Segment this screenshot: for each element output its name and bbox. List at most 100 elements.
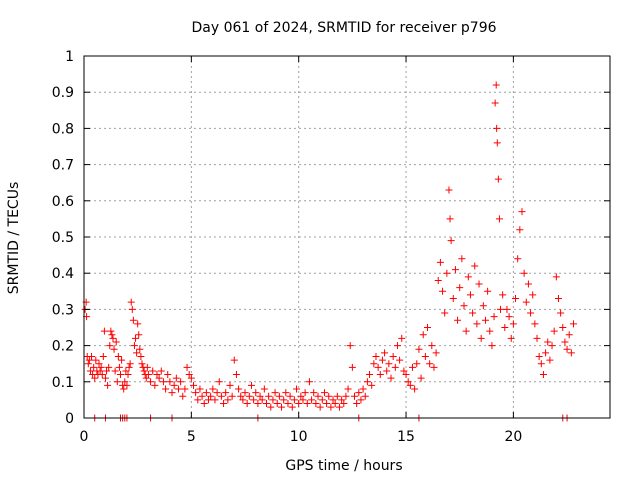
data-point <box>402 371 410 379</box>
data-point <box>305 378 313 386</box>
data-point <box>293 385 301 393</box>
data-point <box>115 363 123 371</box>
data-point <box>137 352 145 360</box>
data-point <box>507 334 515 342</box>
data-point <box>168 389 176 397</box>
data-point <box>471 262 479 270</box>
data-point <box>151 381 159 389</box>
data-point <box>250 396 258 404</box>
data-point <box>469 309 477 317</box>
data-point <box>505 313 513 321</box>
data-point <box>245 392 253 400</box>
y-tick-label: 0.9 <box>52 85 74 101</box>
data-point <box>288 403 296 411</box>
data-point <box>153 371 161 379</box>
data-point <box>189 381 197 389</box>
data-point <box>524 280 532 288</box>
data-point <box>108 331 116 339</box>
data-point <box>400 367 408 375</box>
data-point <box>130 342 138 350</box>
data-point <box>527 309 535 317</box>
data-point <box>217 392 225 400</box>
data-point <box>290 396 298 404</box>
data-point <box>460 302 468 310</box>
data-point <box>481 316 489 324</box>
data-point <box>275 392 283 400</box>
data-point <box>273 400 281 408</box>
data-point <box>464 273 472 281</box>
data-point <box>282 389 290 397</box>
data-point <box>123 381 131 389</box>
data-point <box>446 215 454 223</box>
data-point <box>181 385 189 393</box>
data-point <box>90 363 98 371</box>
data-point <box>456 284 464 292</box>
data-point <box>415 345 423 353</box>
data-point <box>518 208 526 216</box>
data-point <box>385 360 393 368</box>
data-point <box>348 363 356 371</box>
y-tick-label: 0.6 <box>52 194 74 210</box>
y-tick-label: 1 <box>65 49 74 65</box>
data-point <box>179 392 187 400</box>
data-point <box>252 389 260 397</box>
data-point <box>493 139 501 147</box>
data-point <box>205 396 213 404</box>
data-point <box>479 302 487 310</box>
data-point <box>128 305 136 313</box>
data-point <box>265 392 273 400</box>
data-point <box>239 396 247 404</box>
data-point <box>436 258 444 266</box>
data-point <box>357 396 365 404</box>
x-axis-label: GPS time / hours <box>285 458 402 474</box>
data-point <box>554 295 562 303</box>
data-point <box>96 367 104 375</box>
data-point <box>413 360 421 368</box>
data-point <box>118 356 126 364</box>
data-point <box>301 389 309 397</box>
data-point <box>85 356 93 364</box>
data-point <box>200 400 208 408</box>
data-point <box>557 309 565 317</box>
data-point <box>303 400 311 408</box>
data-point <box>86 367 94 375</box>
data-point <box>95 360 103 368</box>
data-point <box>116 371 124 379</box>
data-point <box>567 349 575 357</box>
data-point <box>325 392 333 400</box>
data-point <box>458 255 466 263</box>
data-point <box>542 349 550 357</box>
data-point <box>121 378 129 386</box>
data-point <box>134 320 142 328</box>
data-point <box>262 400 270 408</box>
data-point <box>462 327 470 335</box>
data-point <box>331 400 339 408</box>
data-point <box>97 363 105 371</box>
data-point <box>140 367 148 375</box>
data-point <box>406 381 414 389</box>
data-point <box>441 309 449 317</box>
data-point <box>136 345 144 353</box>
data-point <box>477 334 485 342</box>
data-point <box>98 371 106 379</box>
data-point <box>529 291 537 299</box>
data-point <box>320 389 328 397</box>
data-point <box>531 320 539 328</box>
data-point <box>183 363 191 371</box>
data-point <box>376 371 384 379</box>
data-point <box>202 389 210 397</box>
data-point <box>389 352 397 360</box>
data-point <box>142 374 150 382</box>
data-point <box>120 385 128 393</box>
data-point <box>490 313 498 321</box>
data-point <box>143 363 151 371</box>
data-point <box>439 287 447 295</box>
data-point <box>430 363 438 371</box>
data-point <box>101 374 109 382</box>
data-point <box>565 331 573 339</box>
data-point <box>230 356 238 364</box>
data-point <box>215 378 223 386</box>
data-point <box>544 338 552 346</box>
data-point <box>267 403 275 411</box>
data-point <box>271 389 279 397</box>
